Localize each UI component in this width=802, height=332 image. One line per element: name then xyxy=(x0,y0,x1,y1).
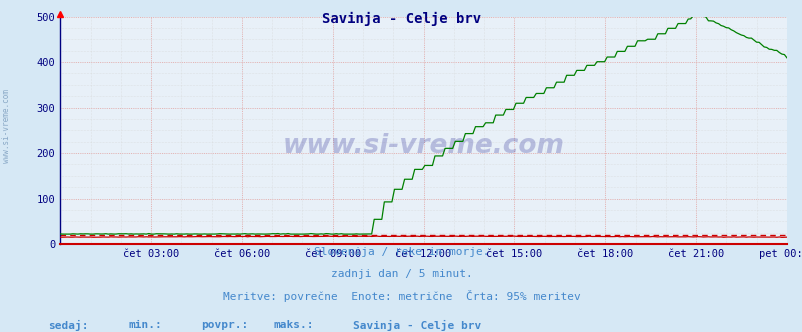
Text: www.si-vreme.com: www.si-vreme.com xyxy=(2,89,11,163)
Text: sedaj:: sedaj: xyxy=(48,320,88,331)
Text: min.:: min.: xyxy=(128,320,162,330)
Text: Slovenija / reke in morje.: Slovenija / reke in morje. xyxy=(314,247,488,257)
Text: www.si-vreme.com: www.si-vreme.com xyxy=(282,133,564,159)
Text: Savinja - Celje brv: Savinja - Celje brv xyxy=(322,12,480,26)
Text: zadnji dan / 5 minut.: zadnji dan / 5 minut. xyxy=(330,269,472,279)
Text: maks.:: maks.: xyxy=(273,320,313,330)
Text: Meritve: povrečne  Enote: metrične  Črta: 95% meritev: Meritve: povrečne Enote: metrične Črta: … xyxy=(222,290,580,302)
Text: Savinja - Celje brv: Savinja - Celje brv xyxy=(353,320,481,331)
Text: povpr.:: povpr.: xyxy=(200,320,248,330)
